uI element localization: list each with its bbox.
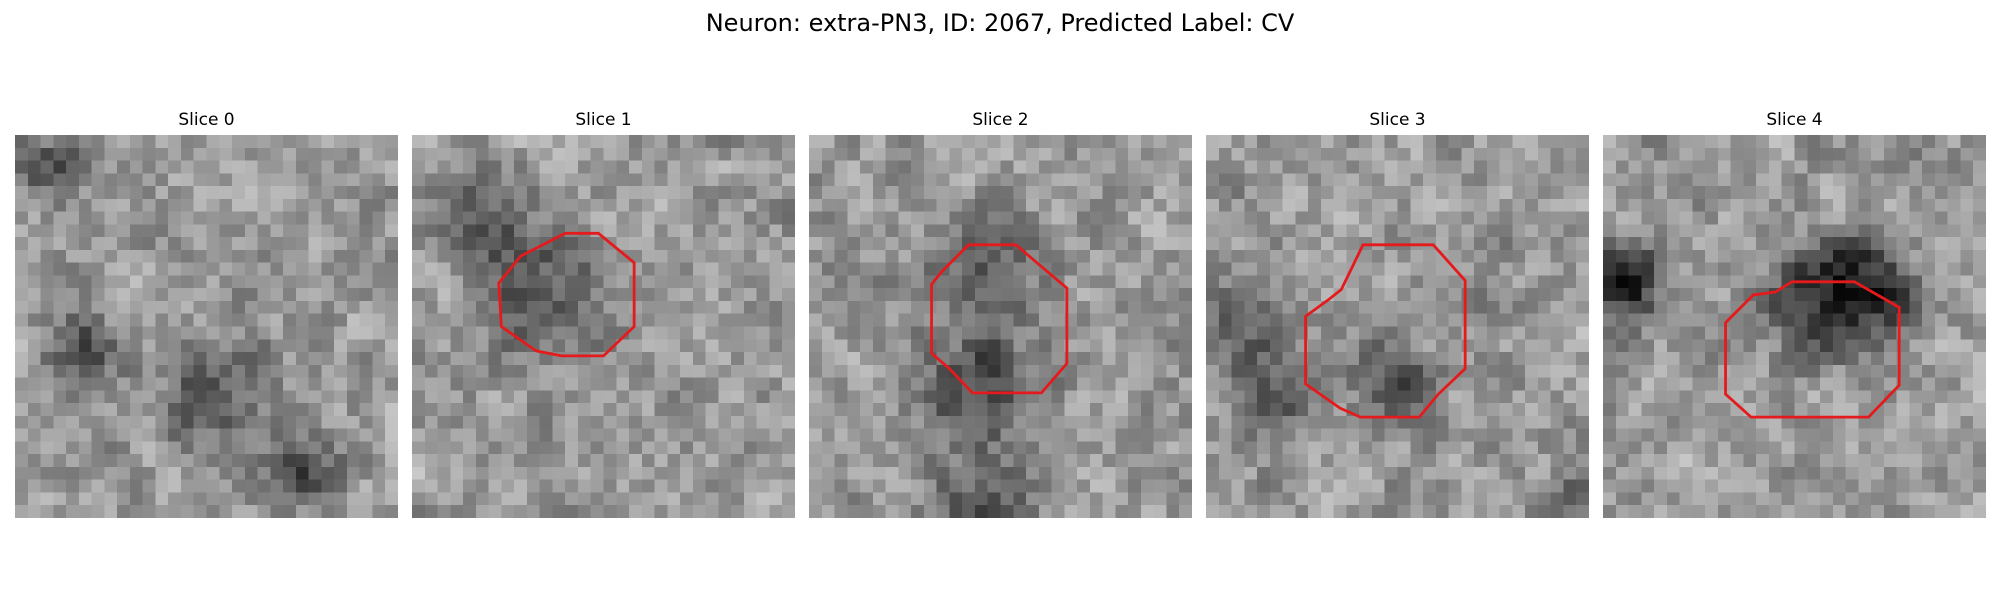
slice-title: Slice 1 (575, 110, 632, 130)
slice-panel-0: Slice 0 (15, 108, 398, 518)
slice-image (1206, 135, 1589, 518)
roi-contour (1304, 243, 1467, 419)
slice-title: Slice 2 (972, 110, 1029, 130)
slice-panel-3: Slice 3 (1206, 108, 1589, 518)
roi-contour (930, 243, 1069, 395)
slice-image (1603, 135, 1986, 518)
slice-title: Slice 4 (1766, 110, 1823, 130)
slice-panel-4: Slice 4 (1603, 108, 1986, 518)
slice-image (412, 135, 795, 518)
roi-contour (497, 231, 636, 358)
slice-title: Slice 0 (178, 110, 235, 130)
slice-image (809, 135, 1192, 518)
slice-image (15, 135, 398, 518)
figure-title: Neuron: extra-PN3, ID: 2067, Predicted L… (705, 9, 1295, 37)
slice-panel-1: Slice 1 (412, 108, 795, 518)
roi-contour (1724, 280, 1901, 419)
slice-title: Slice 3 (1369, 110, 1426, 130)
slice-panel-2: Slice 2 (809, 108, 1192, 518)
